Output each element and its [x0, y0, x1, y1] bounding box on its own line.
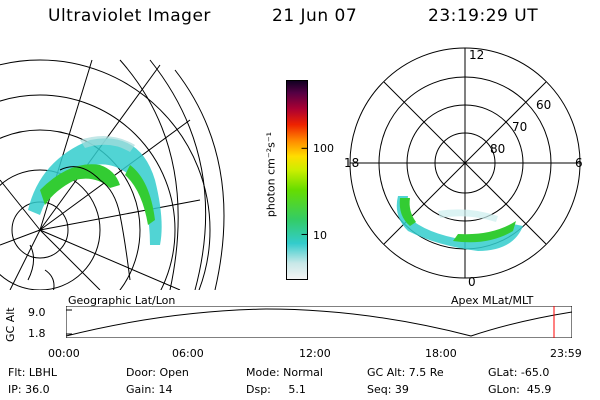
time-tick-2: 12:00: [299, 347, 331, 360]
apex-label: Apex MLat/MLT: [451, 294, 534, 307]
colorbar-tick-100: 100: [313, 142, 334, 155]
colorbar: [286, 80, 308, 280]
mlt-label-6: 6: [575, 156, 583, 170]
time-tick-1: 06:00: [172, 347, 204, 360]
time-tick-3: 18:00: [425, 347, 457, 360]
colorbar-unit-label: photon cm⁻²s⁻¹: [264, 131, 278, 218]
timeline-ymax: 9.0: [28, 306, 46, 319]
param-ip: IP: 36.0: [8, 383, 50, 396]
mlt-label-0: 0: [468, 275, 476, 289]
param-mode: Mode: Normal: [246, 366, 323, 379]
mlat-label-60: 60: [536, 98, 552, 112]
altitude-timeline: [66, 306, 572, 338]
param-glon: GLon: 45.9: [488, 383, 552, 396]
param-gc-alt: GC Alt: 7.5 Re: [367, 366, 444, 379]
param-filter: Flt: LBHL: [8, 366, 57, 379]
colorbar-tick-10: 10: [313, 229, 327, 242]
param-gain: Gain: 14: [126, 383, 173, 396]
geographic-label: Geographic Lat/Lon: [68, 294, 176, 307]
polar-map: [349, 47, 581, 279]
image-time: 23:19:29 UT: [428, 6, 539, 26]
timeline-axis-label: GC Alt: [4, 307, 17, 342]
mlat-label-70: 70: [512, 120, 528, 134]
imager-title: Ultraviolet Imager: [48, 6, 211, 26]
timeline-ymin: 1.8: [28, 327, 46, 340]
time-tick-4: 23:59: [550, 347, 582, 360]
image-date: 21 Jun 07: [272, 6, 358, 26]
mlat-label-80: 80: [490, 142, 506, 156]
mlt-label-18: 18: [344, 156, 360, 170]
geographic-map: [0, 59, 225, 290]
param-door: Door: Open: [126, 366, 189, 379]
param-seq: Seq: 39: [367, 383, 409, 396]
time-tick-0: 00:00: [48, 347, 80, 360]
param-glat: GLat: -65.0: [488, 366, 550, 379]
mlt-label-12: 12: [469, 48, 485, 62]
param-dsp: Dsp: 5.1: [246, 383, 306, 396]
